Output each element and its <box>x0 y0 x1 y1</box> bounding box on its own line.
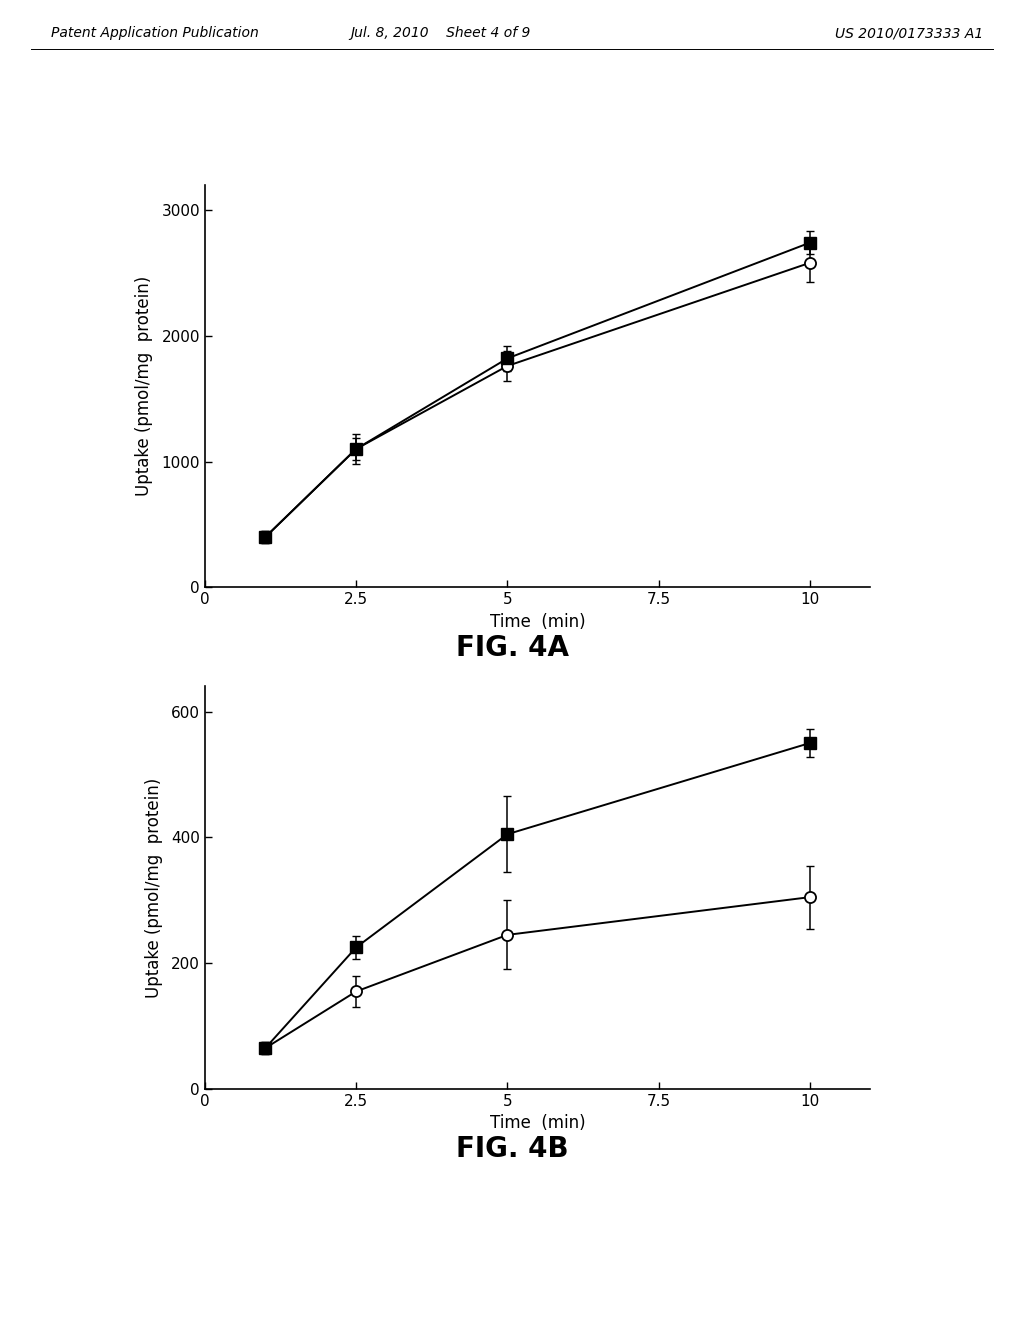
Text: Patent Application Publication: Patent Application Publication <box>51 26 259 41</box>
Text: FIG. 4A: FIG. 4A <box>456 634 568 661</box>
X-axis label: Time  (min): Time (min) <box>489 612 586 631</box>
Text: FIG. 4B: FIG. 4B <box>456 1135 568 1163</box>
X-axis label: Time  (min): Time (min) <box>489 1114 586 1133</box>
Text: US 2010/0173333 A1: US 2010/0173333 A1 <box>835 26 983 41</box>
Y-axis label: Uptake (pmol/mg  protein): Uptake (pmol/mg protein) <box>135 276 153 496</box>
Text: Jul. 8, 2010    Sheet 4 of 9: Jul. 8, 2010 Sheet 4 of 9 <box>350 26 530 41</box>
Y-axis label: Uptake (pmol/mg  protein): Uptake (pmol/mg protein) <box>144 777 163 998</box>
